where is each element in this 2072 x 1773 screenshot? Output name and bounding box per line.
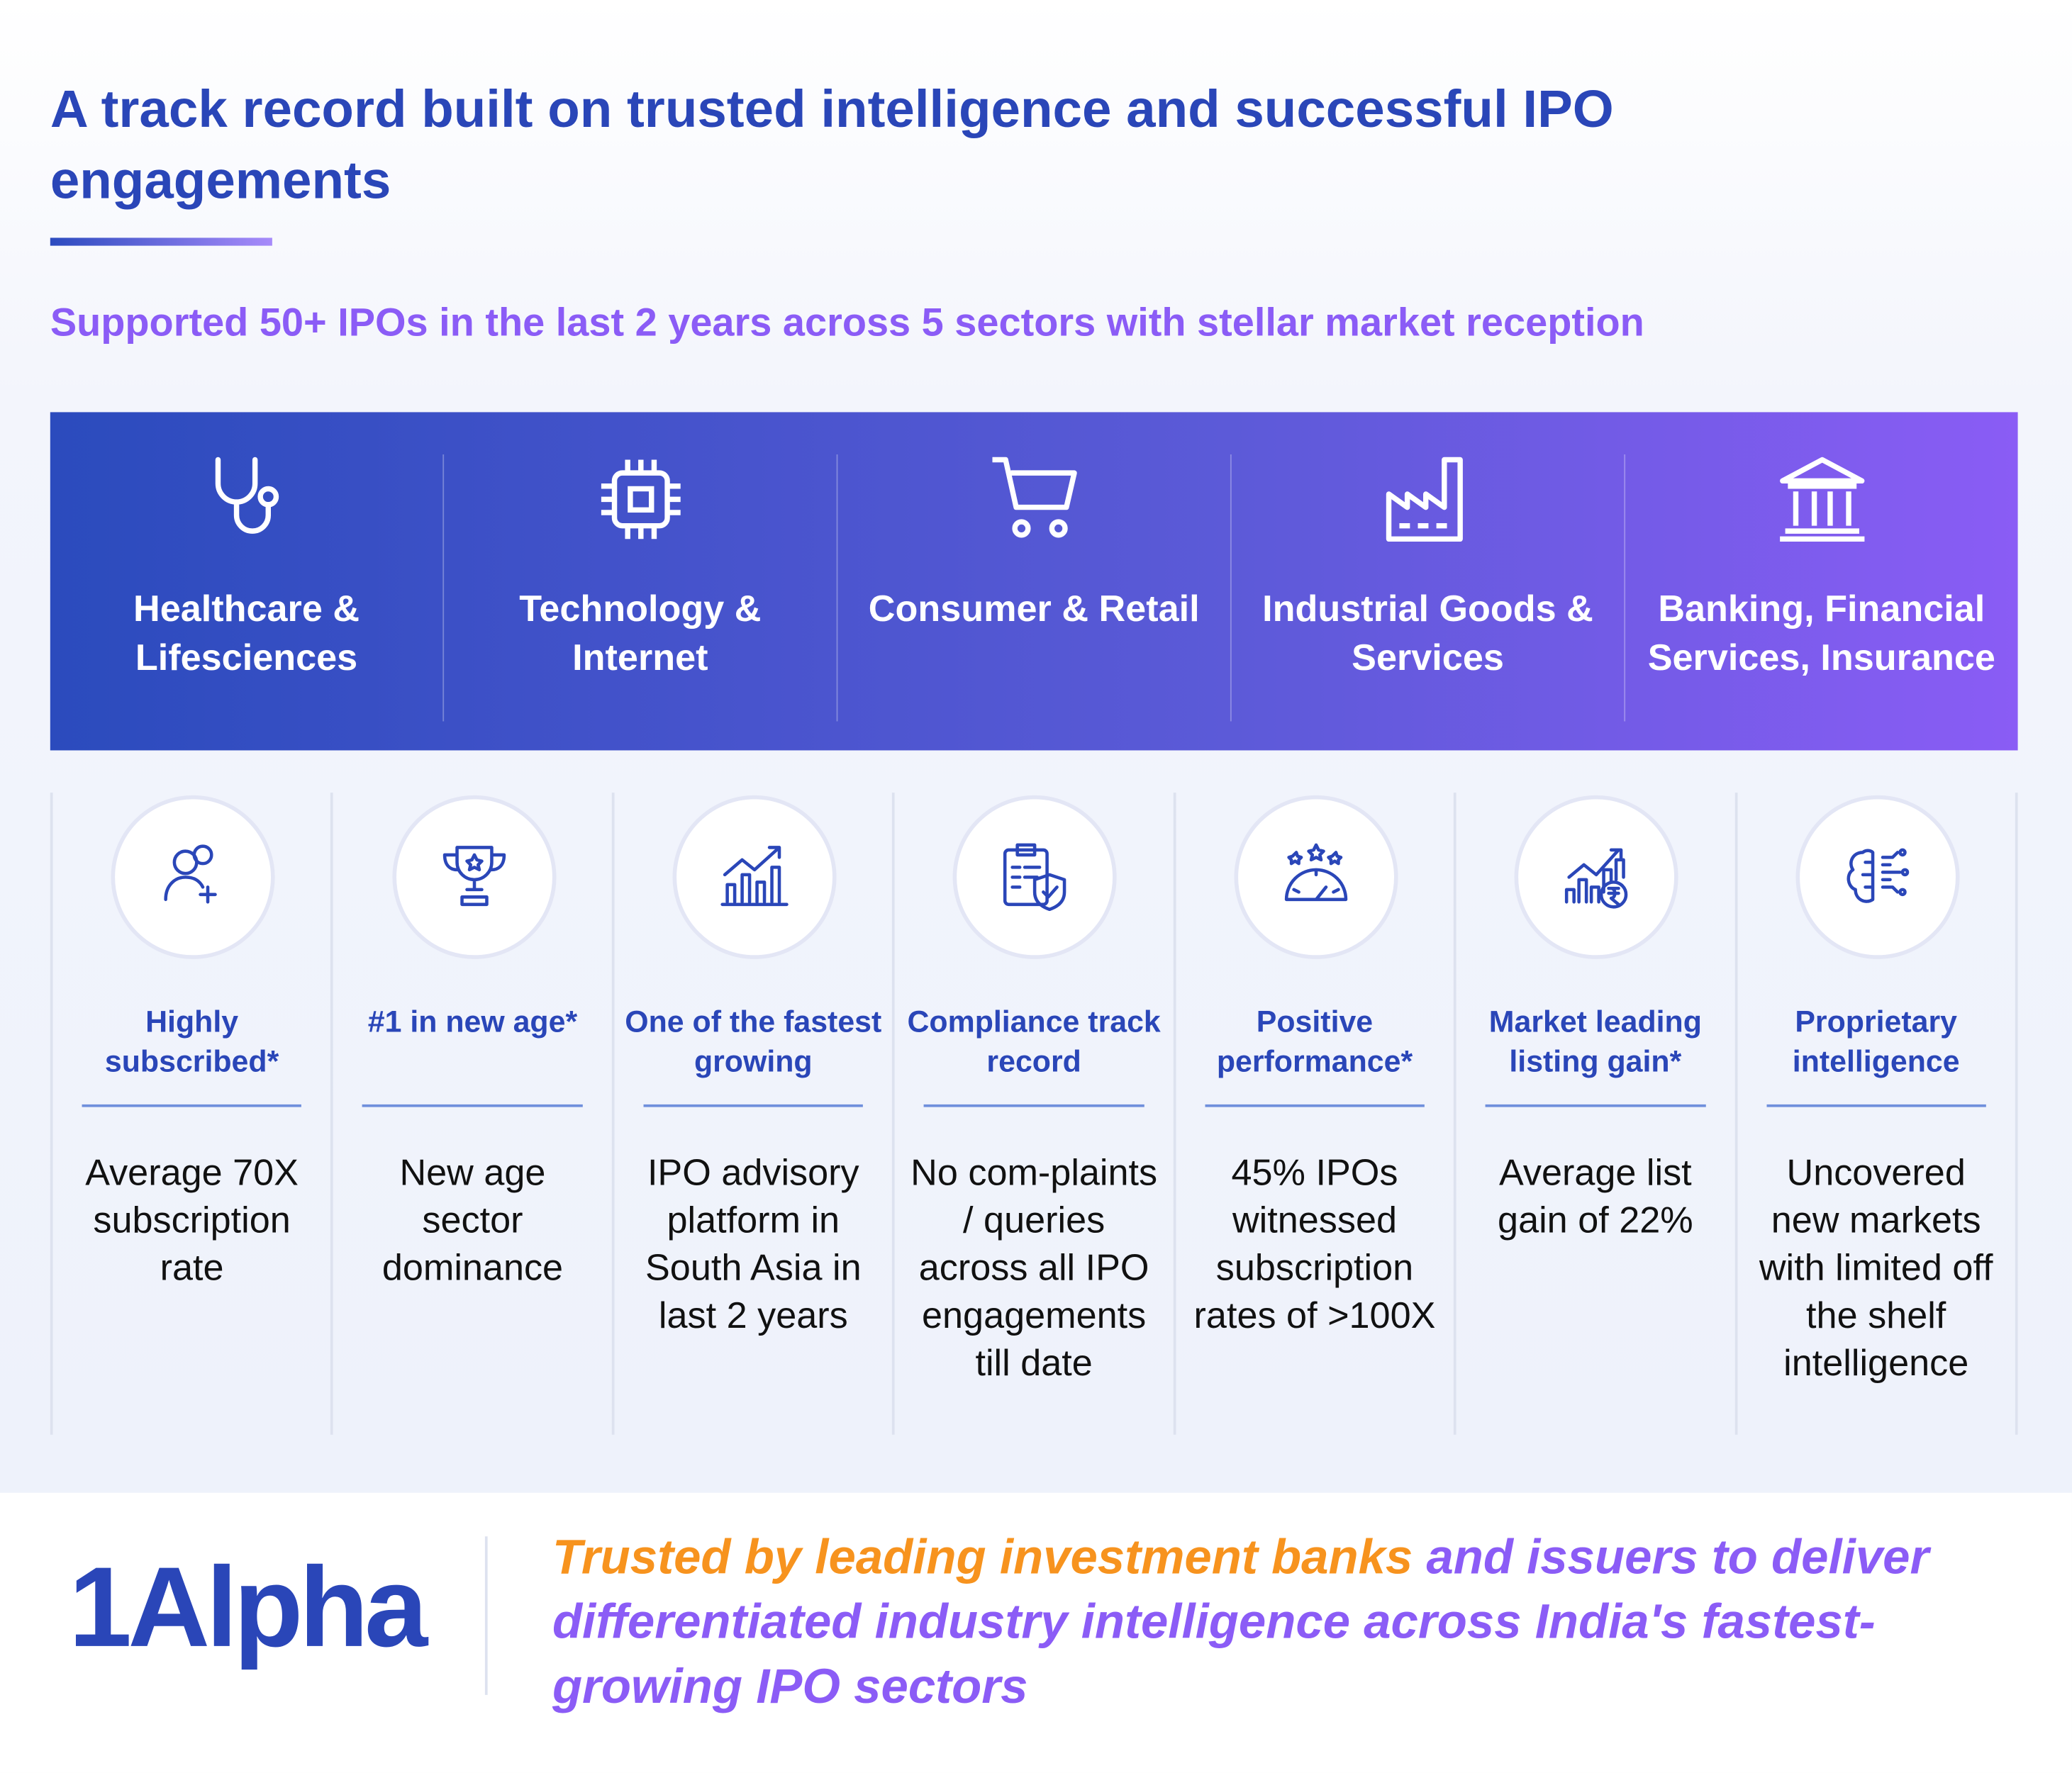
icon-circle (391, 795, 556, 959)
rule (924, 1104, 1144, 1107)
icon (1565, 848, 1628, 909)
highlight-text: Average list gain of 22% (1498, 1151, 1693, 1241)
highlight: Positive performance* 45% IPOs witnessed … (1173, 793, 1454, 1435)
logo: 1Alpha (68, 1544, 428, 1672)
highlight: Compliance track record No com-plaints / … (892, 793, 1173, 1435)
icon (214, 457, 279, 534)
sector-label: Consumer & Retail (868, 588, 1200, 630)
highlight-text: No com-plaints / queries across all IPO … (910, 1151, 1158, 1384)
icon (442, 846, 506, 907)
rule (1485, 1104, 1705, 1107)
tagline: Trusted by leading investment banks and … (552, 1524, 2019, 1718)
sector: Industrial Goods & Services (1232, 454, 1626, 722)
sector: Consumer & Retail (837, 454, 1232, 722)
highlight-title: #1 in new age* (367, 1004, 578, 1039)
highlight-title: Highly subscribed* (104, 1004, 279, 1078)
highlight-title: One of the fastest growing (625, 1004, 882, 1078)
sector-label: Technology & Internet (519, 588, 762, 678)
subtitle: Supported 50+ IPOs in the last 2 years a… (50, 301, 1644, 345)
icon-circle (953, 795, 1118, 959)
icon-circle (111, 795, 275, 959)
highlight-text: Uncovered new markets with limited off t… (1759, 1151, 1993, 1384)
icon-circle (1234, 795, 1398, 959)
highlight: Highly subscribed* Average 70X subscripti… (50, 793, 331, 1435)
highlight-text: Average 70X subscription rate (85, 1151, 299, 1288)
footer (0, 1492, 2072, 1773)
highlight-title: Proprietary intelligence (1792, 1004, 1960, 1078)
sector-label: Industrial Goods & Services (1262, 588, 1593, 678)
rule (643, 1104, 864, 1107)
icon (164, 844, 218, 904)
highlight-text: 45% IPOs witnessed subscription rates of… (1193, 1151, 1436, 1336)
sector: Banking, Financial Services, Insurance (1625, 454, 2017, 721)
tagline-highlight: Trusted by leading investment banks (552, 1529, 1413, 1584)
icon (1284, 843, 1348, 902)
icon (720, 846, 789, 907)
highlights: Highly subscribed* Average 70X subscripti… (50, 793, 2018, 1435)
sector-label: Healthcare & Lifesciences (133, 588, 360, 678)
divider (484, 1536, 488, 1695)
tagline-rest: and issuers to deliver differentiated in… (552, 1529, 1929, 1713)
highlight: #1 in new age* New age sector dominance (330, 793, 612, 1435)
sector: Healthcare & Lifesciences (50, 454, 445, 722)
highlight: Market leading listing gain* Average list… (1454, 793, 1734, 1435)
highlight: One of the fastest growing IPO advisory p… (611, 793, 893, 1435)
rule (82, 1104, 302, 1107)
highlight-title: Market leading listing gain* (1488, 1004, 1702, 1078)
icon-circle (672, 795, 837, 959)
icon (600, 459, 680, 539)
rule (362, 1104, 583, 1107)
icon (1003, 843, 1067, 912)
icon (1779, 457, 1864, 542)
rule (1204, 1104, 1425, 1107)
icon (1385, 457, 1462, 542)
highlight-title: Compliance track record (907, 1004, 1161, 1078)
title-underline (50, 237, 272, 246)
highlight-text: IPO advisory platform in South Asia in l… (645, 1151, 862, 1336)
sector-banner: Healthcare & Lifesciences Technology & I… (50, 412, 2018, 751)
highlight: Proprietary intelligence Uncovered new ma… (1734, 793, 2018, 1435)
highlight-title: Positive performance* (1216, 1004, 1413, 1078)
icon-circle (1515, 795, 1679, 959)
sector: Technology & Internet (444, 454, 838, 722)
icon-circle (1795, 795, 1960, 959)
title: A track record built on trusted intellig… (50, 80, 1614, 211)
rule (1766, 1104, 1986, 1107)
sector-label: Banking, Financial Services, Insurance (1647, 588, 1995, 678)
highlight-text: New age sector dominance (381, 1151, 564, 1288)
icon (1847, 848, 1909, 903)
icon (991, 457, 1076, 538)
